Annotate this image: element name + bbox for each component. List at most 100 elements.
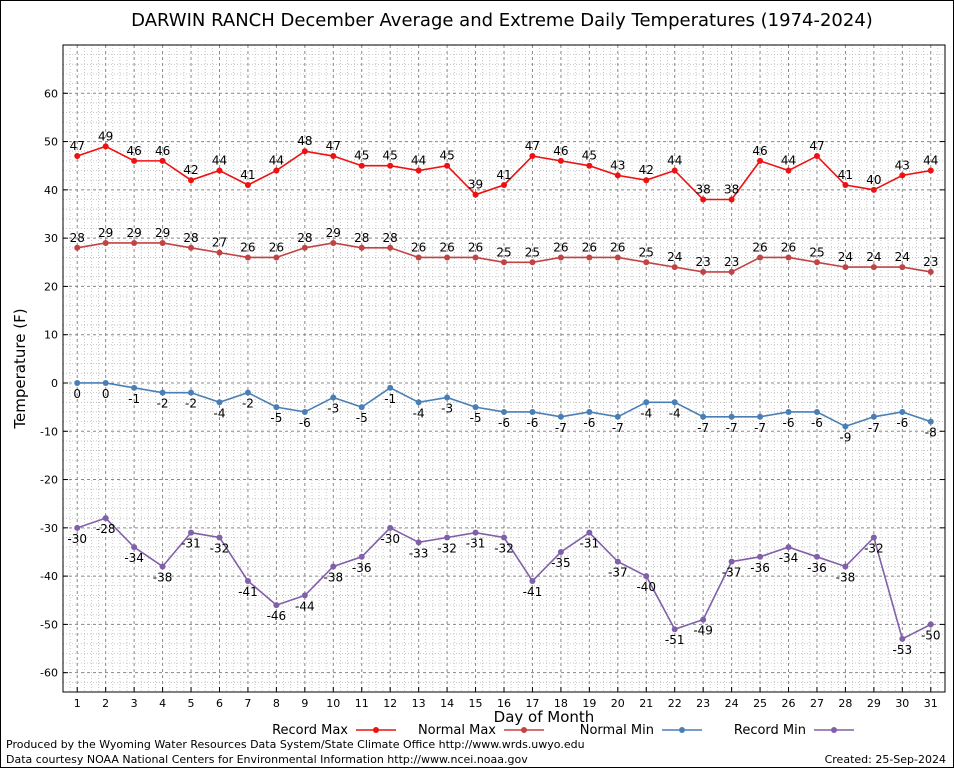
y-tick-label: 40 bbox=[44, 184, 58, 197]
data-point-record-max bbox=[102, 143, 109, 150]
data-point-normal-min bbox=[387, 384, 394, 391]
data-label-record-min: -41 bbox=[523, 585, 543, 599]
data-point-normal-max bbox=[586, 254, 593, 261]
data-point-record-max bbox=[273, 167, 280, 174]
data-label-normal-min: -7 bbox=[612, 421, 624, 435]
data-label-normal-min: -7 bbox=[754, 421, 766, 435]
data-point-normal-min bbox=[131, 384, 138, 391]
data-point-record-max bbox=[842, 182, 849, 189]
data-label-record-min: -36 bbox=[807, 561, 827, 575]
x-tick-label: 3 bbox=[131, 697, 138, 710]
data-label-normal-min: -1 bbox=[384, 392, 396, 406]
x-tick-label: 7 bbox=[244, 697, 251, 710]
data-point-normal-min bbox=[358, 404, 365, 411]
data-label-record-max: 44 bbox=[667, 154, 682, 168]
data-label-record-max: 47 bbox=[809, 139, 824, 153]
footer-data-courtesy: Data courtesy NOAA National Centers for … bbox=[6, 753, 528, 766]
y-tick-label: 0 bbox=[51, 377, 58, 390]
data-point-record-min bbox=[785, 544, 792, 551]
data-label-record-max: 48 bbox=[297, 134, 312, 148]
data-label-record-min: -31 bbox=[580, 537, 600, 551]
chart-title: DARWIN RANCH December Average and Extrem… bbox=[131, 10, 873, 31]
data-point-normal-min bbox=[216, 399, 223, 406]
x-tick-label: 5 bbox=[188, 697, 195, 710]
data-point-normal-min bbox=[757, 413, 764, 420]
data-point-record-min bbox=[870, 534, 877, 541]
legend-item-normal-max: Normal Max bbox=[418, 723, 544, 738]
data-point-normal-min bbox=[529, 408, 536, 415]
data-label-record-min: -32 bbox=[437, 541, 457, 555]
data-label-record-min: -31 bbox=[181, 537, 201, 551]
data-point-record-max bbox=[301, 148, 308, 155]
data-point-record-min bbox=[842, 563, 849, 570]
x-axis-title: Day of Month bbox=[494, 708, 595, 726]
data-point-normal-max bbox=[927, 268, 934, 275]
data-point-normal-min bbox=[870, 413, 877, 420]
x-tick-label: 23 bbox=[696, 697, 710, 710]
data-label-normal-max: 24 bbox=[667, 250, 682, 264]
data-point-record-min bbox=[927, 621, 934, 628]
data-label-record-min: -32 bbox=[864, 541, 884, 555]
data-label-normal-max: 29 bbox=[126, 226, 141, 240]
data-label-normal-max: 24 bbox=[838, 250, 853, 264]
data-label-record-min: -28 bbox=[96, 522, 116, 536]
x-tick-label: 11 bbox=[355, 697, 369, 710]
data-label-normal-max: 25 bbox=[496, 245, 511, 259]
data-point-record-max bbox=[131, 157, 138, 164]
data-label-normal-max: 28 bbox=[354, 231, 369, 245]
data-point-record-min bbox=[387, 524, 394, 531]
data-label-record-min: -37 bbox=[608, 566, 628, 580]
data-label-normal-max: 26 bbox=[240, 240, 255, 254]
data-label-normal-max: 26 bbox=[582, 240, 597, 254]
data-label-normal-min: -5 bbox=[470, 411, 482, 425]
data-point-record-min bbox=[330, 563, 337, 570]
data-label-normal-max: 26 bbox=[468, 240, 483, 254]
data-label-normal-max: 28 bbox=[183, 231, 198, 245]
data-label-record-min: -35 bbox=[551, 556, 571, 570]
data-label-normal-max: 26 bbox=[752, 240, 767, 254]
data-point-record-max bbox=[472, 191, 479, 198]
data-label-record-min: -31 bbox=[466, 537, 486, 551]
x-tick-label: 6 bbox=[216, 697, 223, 710]
data-label-normal-min: -6 bbox=[811, 416, 823, 430]
data-point-record-min bbox=[415, 539, 422, 546]
data-point-normal-max bbox=[102, 239, 109, 246]
data-point-record-min bbox=[358, 553, 365, 560]
data-point-normal-min bbox=[74, 379, 81, 386]
data-point-record-min bbox=[586, 529, 593, 536]
data-label-record-min: -32 bbox=[210, 541, 230, 555]
data-point-normal-max bbox=[188, 244, 195, 251]
data-point-record-max bbox=[244, 182, 251, 189]
data-point-normal-max bbox=[273, 254, 280, 261]
data-label-normal-max: 28 bbox=[383, 231, 398, 245]
data-label-record-min: -46 bbox=[267, 609, 287, 623]
data-point-record-max bbox=[387, 162, 394, 169]
data-point-record-min bbox=[813, 553, 820, 560]
legend-item-record-max: Record Max bbox=[272, 723, 396, 738]
data-point-normal-min bbox=[842, 423, 849, 430]
data-label-record-min: -41 bbox=[238, 585, 258, 599]
data-point-record-min bbox=[244, 577, 251, 584]
data-point-record-min bbox=[301, 592, 308, 599]
data-label-normal-max: 26 bbox=[411, 240, 426, 254]
data-label-record-max: 42 bbox=[639, 163, 654, 177]
data-point-record-min bbox=[557, 548, 564, 555]
data-point-record-min bbox=[614, 558, 621, 565]
data-point-normal-max bbox=[813, 259, 820, 266]
x-tick-label: 22 bbox=[668, 697, 682, 710]
data-point-normal-min bbox=[273, 404, 280, 411]
legend-label-record-max: Record Max bbox=[272, 723, 348, 738]
x-tick-label: 27 bbox=[810, 697, 824, 710]
y-tick-label: -30 bbox=[40, 522, 58, 535]
data-label-record-min: -32 bbox=[494, 541, 514, 555]
data-label-normal-max: 29 bbox=[326, 226, 341, 240]
y-tick-label: -50 bbox=[40, 618, 58, 631]
plot-background bbox=[63, 45, 945, 692]
series-record-min: -30-28-34-38-31 -32-41-46-44-38-36-30-33-… bbox=[67, 515, 941, 657]
data-point-record-max bbox=[700, 196, 707, 203]
data-label-record-max: 49 bbox=[98, 129, 113, 143]
data-label-normal-min: -4 bbox=[640, 406, 652, 420]
data-point-normal-min bbox=[728, 413, 735, 420]
data-point-normal-max bbox=[842, 264, 849, 271]
data-label-normal-max: 25 bbox=[639, 245, 654, 259]
